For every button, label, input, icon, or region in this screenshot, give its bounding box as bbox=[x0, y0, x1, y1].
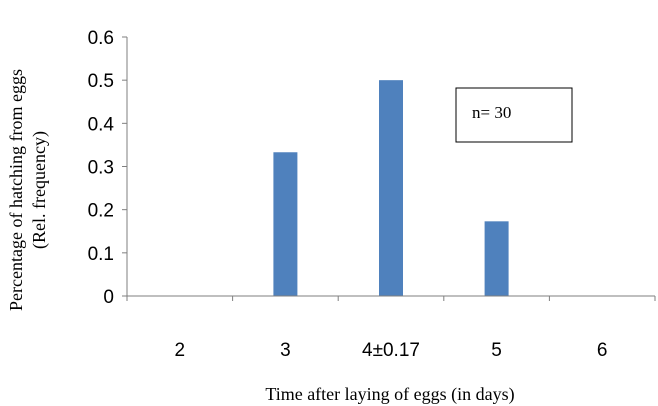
x-tick-label: 6 bbox=[597, 340, 608, 361]
y-tick-label: 0.6 bbox=[88, 28, 114, 49]
y-tick-label: 0.4 bbox=[88, 114, 115, 135]
y-tick-label: 0 bbox=[103, 287, 114, 308]
x-tick-label: 4±0.17 bbox=[362, 340, 420, 361]
y-tick-label: 0.2 bbox=[88, 201, 114, 222]
sample-size-annotation: n= 30 bbox=[472, 103, 511, 122]
x-tick-label: 3 bbox=[280, 340, 291, 361]
bar-2 bbox=[273, 152, 298, 296]
bar-4 bbox=[484, 221, 509, 296]
y-tick-label: 0.3 bbox=[88, 158, 114, 179]
x-axis-title: Time after laying of eggs (in days) bbox=[265, 384, 514, 405]
x-tick-label: 5 bbox=[491, 340, 502, 361]
annotation-box bbox=[455, 87, 573, 143]
x-axis-ticks: 2 3 4±0.17 5 6 bbox=[126, 296, 656, 361]
y-tick-label: 0.1 bbox=[88, 244, 114, 265]
bars bbox=[273, 80, 509, 297]
y-tick-label: 0.5 bbox=[88, 71, 114, 92]
x-tick-label: 2 bbox=[175, 340, 186, 361]
bar-3 bbox=[379, 80, 403, 297]
y-axis-title-line1: Percentage of hatching from eggs bbox=[6, 69, 26, 311]
y-axis-title-line2: (Rel. frequency) bbox=[29, 131, 50, 249]
y-axis-ticks: 0 0.1 0.2 0.3 0.4 0.5 0.6 bbox=[88, 28, 127, 308]
